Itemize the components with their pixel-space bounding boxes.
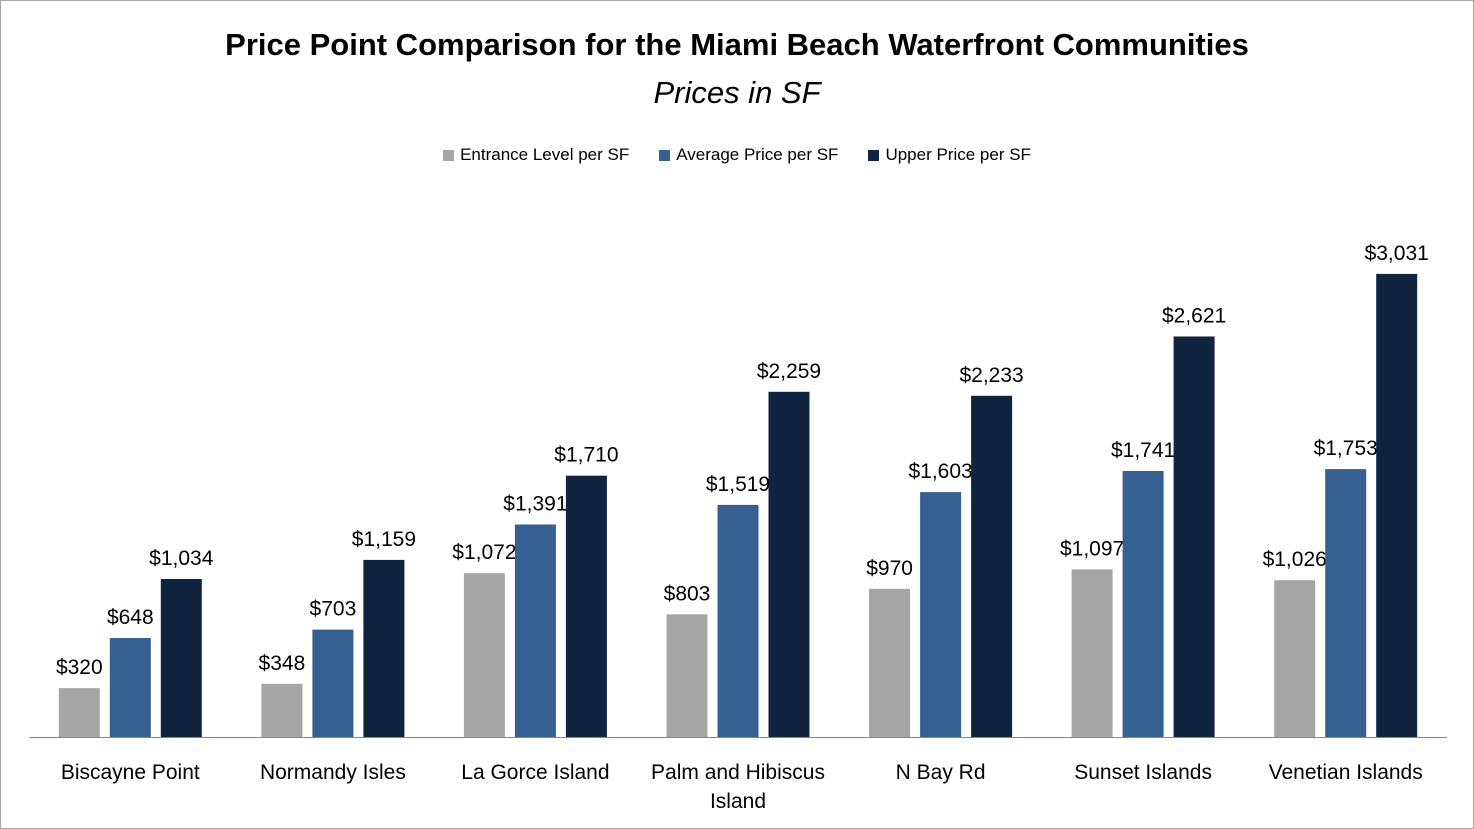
data-label-upper-3: $2,259 <box>757 360 821 383</box>
data-label-entrance-3: $803 <box>664 582 711 605</box>
bar-entrance-4 <box>869 588 911 737</box>
data-label-upper-4: $2,233 <box>959 364 1023 387</box>
chart-subtitle: Prices in SF <box>653 75 821 110</box>
legend-swatch-entrance <box>443 149 455 161</box>
data-label-average-5: $1,741 <box>1111 439 1175 462</box>
data-label-entrance-2: $1,072 <box>452 541 516 564</box>
chart-title: Price Point Comparison for the Miami Bea… <box>225 27 1249 62</box>
data-label-average-0: $648 <box>107 606 154 629</box>
data-label-upper-5: $2,621 <box>1162 305 1226 328</box>
data-label-entrance-4: $970 <box>866 557 913 580</box>
category-label-3: Palm and Hibiscus Island <box>651 761 825 813</box>
category-label-4: N Bay Rd <box>896 761 986 784</box>
category-label-6: Venetian Islands <box>1269 761 1423 784</box>
legend-label-average: Average Price per SF <box>676 145 839 164</box>
legend-item-upper: Upper Price per SF <box>868 145 1031 165</box>
data-label-upper-6: $3,031 <box>1365 242 1429 265</box>
bar-entrance-0 <box>58 688 100 737</box>
bar-upper-4 <box>971 395 1013 737</box>
bar-average-3 <box>717 504 759 737</box>
legend: Entrance Level per SF Average Price per … <box>1 145 1473 165</box>
bar-average-4 <box>920 492 962 737</box>
data-label-entrance-5: $1,097 <box>1060 537 1124 560</box>
bar-entrance-2 <box>463 573 505 737</box>
bar-entrance-1 <box>261 683 303 737</box>
bar-upper-3 <box>768 391 810 737</box>
category-label-2: La Gorce Island <box>461 761 609 784</box>
data-label-entrance-6: $1,026 <box>1263 548 1327 571</box>
legend-item-average: Average Price per SF <box>659 145 838 165</box>
data-label-average-4: $1,603 <box>908 460 972 483</box>
data-label-average-3: $1,519 <box>706 473 770 496</box>
data-label-entrance-0: $320 <box>56 656 103 679</box>
data-label-upper-0: $1,034 <box>149 547 214 570</box>
legend-swatch-average <box>659 149 671 161</box>
bar-average-1 <box>312 629 354 737</box>
bar-upper-5 <box>1173 336 1215 737</box>
bar-entrance-3 <box>666 614 708 737</box>
bar-entrance-6 <box>1274 580 1316 737</box>
data-label-entrance-1: $348 <box>259 652 306 675</box>
legend-item-entrance: Entrance Level per SF <box>443 145 629 165</box>
legend-label-entrance: Entrance Level per SF <box>460 145 630 164</box>
data-label-average-1: $703 <box>310 598 357 621</box>
data-label-upper-2: $1,710 <box>554 444 618 467</box>
bar-upper-6 <box>1376 273 1418 737</box>
bar-upper-2 <box>565 475 607 737</box>
data-label-average-2: $1,391 <box>503 493 567 516</box>
data-label-upper-1: $1,159 <box>352 528 416 551</box>
bar-entrance-5 <box>1071 569 1113 737</box>
category-label-1: Normandy Isles <box>260 761 406 784</box>
bar-upper-1 <box>363 559 405 737</box>
category-label-5: Sunset Islands <box>1074 761 1212 784</box>
bar-average-2 <box>514 524 556 737</box>
bar-average-5 <box>1122 471 1164 737</box>
category-label-0: Biscayne Point <box>61 761 200 784</box>
legend-swatch-upper <box>868 149 880 161</box>
data-label-average-6: $1,753 <box>1314 437 1378 460</box>
legend-label-upper: Upper Price per SF <box>885 145 1031 164</box>
bar-average-6 <box>1325 469 1367 737</box>
bar-upper-0 <box>160 579 202 737</box>
bar-average-0 <box>109 638 151 737</box>
